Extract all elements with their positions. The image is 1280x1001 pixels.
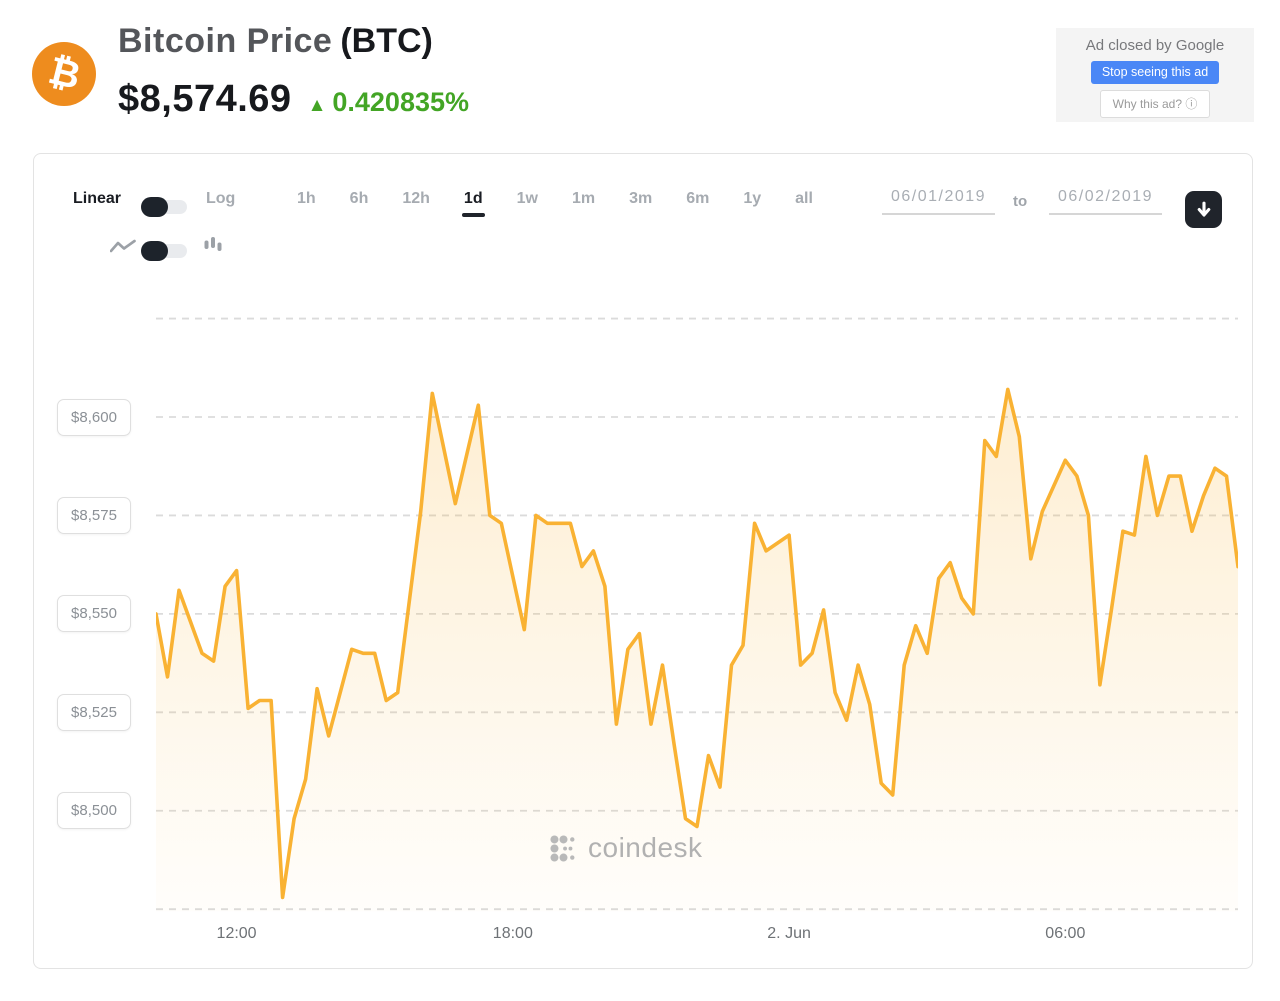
date-range-to-label: to bbox=[1013, 193, 1028, 210]
up-triangle-icon: ▲ bbox=[307, 95, 327, 116]
date-from-input[interactable] bbox=[882, 188, 995, 215]
range-button-1h[interactable]: 1h bbox=[297, 190, 316, 207]
range-button-all[interactable]: all bbox=[795, 190, 813, 207]
price-chart[interactable] bbox=[156, 291, 1238, 921]
page-title: Bitcoin Price (BTC) bbox=[118, 22, 433, 61]
stop-seeing-ad-button[interactable]: Stop seeing this ad bbox=[1090, 61, 1220, 84]
y-axis-label-8575: $8,575 bbox=[57, 496, 131, 534]
chart-type-toggle[interactable] bbox=[141, 241, 187, 261]
x-axis-label-2jun: 2. Jun bbox=[767, 925, 811, 942]
ticker-text: (BTC) bbox=[340, 22, 433, 60]
download-arrow-icon bbox=[1197, 201, 1210, 217]
range-button-6h[interactable]: 6h bbox=[349, 190, 369, 207]
range-button-1m[interactable]: 1m bbox=[571, 190, 596, 207]
bitcoin-logo-icon: ₿ bbox=[32, 42, 96, 106]
scale-toggle-knob bbox=[141, 197, 168, 217]
price-row: $8,574.69 ▲ 0.420835% bbox=[118, 78, 469, 121]
x-axis-label-0600: 06:00 bbox=[1045, 925, 1086, 942]
y-axis-label-8525: $8,525 bbox=[57, 693, 131, 731]
ad-closed-panel: Ad closed by Google Stop seeing this ad … bbox=[1056, 28, 1254, 122]
candlestick-chart-icon[interactable] bbox=[204, 236, 222, 258]
coindesk-watermark: coindesk bbox=[548, 832, 703, 864]
chart-type-toggle-knob bbox=[141, 241, 168, 261]
coindesk-logo-icon bbox=[550, 834, 575, 862]
y-axis-label-8600: $8,600 bbox=[57, 398, 131, 436]
change-percent: 0.420835% bbox=[332, 87, 469, 117]
x-axis-label-1200: 12:00 bbox=[216, 925, 257, 942]
coindesk-wordmark: coindesk bbox=[588, 832, 703, 863]
time-range-selector: 1h 6h 12h 1d 1w 1m 3m 6m 1y all bbox=[297, 190, 813, 217]
linear-scale-label[interactable]: Linear bbox=[73, 190, 122, 207]
bitcoin-symbol: ₿ bbox=[43, 49, 85, 99]
price-change: ▲ 0.420835% bbox=[308, 87, 469, 118]
info-icon: ⓘ bbox=[1185, 97, 1198, 111]
x-axis-label-1800: 18:00 bbox=[492, 925, 533, 942]
scale-toggle[interactable] bbox=[141, 197, 187, 217]
download-button[interactable] bbox=[1185, 191, 1222, 228]
range-button-1w[interactable]: 1w bbox=[516, 190, 538, 207]
log-scale-label[interactable]: Log bbox=[206, 190, 236, 207]
title-text: Bitcoin Price bbox=[118, 22, 333, 60]
y-axis-label-8500: $8,500 bbox=[57, 792, 131, 830]
range-button-3m[interactable]: 3m bbox=[629, 190, 653, 207]
range-button-1y[interactable]: 1y bbox=[743, 190, 762, 207]
current-price: $8,574.69 bbox=[118, 78, 292, 120]
range-button-6m[interactable]: 6m bbox=[686, 190, 710, 207]
range-button-1d[interactable]: 1d bbox=[461, 190, 485, 217]
range-button-12h[interactable]: 12h bbox=[402, 190, 430, 207]
why-this-ad-button[interactable]: Why this ad? ⓘ bbox=[1099, 90, 1211, 118]
date-to-input[interactable] bbox=[1049, 188, 1162, 215]
ad-closed-text: Ad closed by Google bbox=[1085, 37, 1225, 54]
line-chart-icon[interactable] bbox=[109, 239, 136, 259]
y-axis-label-8550: $8,550 bbox=[57, 595, 131, 633]
chart-card: Linear Log 1h 6h 12h 1d 1w 1m bbox=[33, 153, 1253, 969]
